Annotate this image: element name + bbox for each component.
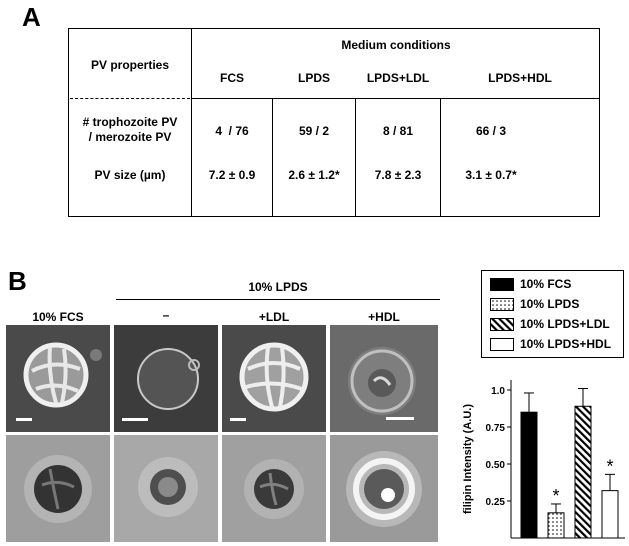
row2-label: PV size (µm) [94, 168, 166, 182]
row1-value-fcs: 4 / 76 [215, 124, 249, 138]
medium-conditions-header: Medium conditions [341, 38, 451, 52]
brightfield-image-lpds [114, 435, 218, 542]
y-axis-label: filipin Intensity (A.U.) [462, 404, 474, 514]
row2-value-lpds-hdl: 3.1 ± 0.7* [465, 168, 517, 182]
significance-marker: * [606, 456, 613, 476]
y-tick-label: 0.25 [486, 497, 506, 508]
fluorescence-image-lpds [114, 325, 218, 432]
row1-value-lpds-ldl: 8 / 81 [382, 124, 414, 138]
significance-marker: * [552, 486, 559, 506]
row-header: PV properties [90, 58, 170, 72]
brightfield-image-hdl [330, 435, 438, 542]
bar-4 [601, 490, 619, 539]
swatch-solid [490, 278, 514, 291]
panel-b-letter: B [8, 266, 27, 296]
fluorescence-image-hdl [330, 325, 438, 432]
filipin-bar-chart: filipin Intensity (A.U.) 0.25 0.50 0.75 1.0 *… [462, 380, 625, 539]
micro-col-label-ldl: +LDL [258, 310, 290, 324]
row1-label-line2: / merozoite PV [88, 130, 172, 144]
swatch-dots [490, 298, 514, 311]
row2-value-lpds-ldl: 7.8 ± 2.3 [374, 168, 422, 182]
brightfield-image-ldl [222, 435, 326, 542]
lpds-group-line [116, 299, 440, 300]
y-tick-label: 1.0 [491, 386, 505, 397]
row2-value-lpds: 2.6 ± 1.2* [288, 168, 340, 182]
col-header-fcs: FCS [220, 71, 244, 85]
row1-value-lpds: 59 / 2 [298, 124, 330, 138]
chart-legend: 10% FCS 10% LPDS 10% LPDS+LDL 10% LPDS+H… [481, 270, 624, 358]
lpds-group-label: 10% LPDS [248, 280, 308, 294]
micro-col-label-lpds: – [162, 308, 170, 322]
micro-col-label-fcs: 10% FCS [32, 310, 84, 324]
col-header-lpds: LPDS [297, 71, 330, 85]
fluorescence-image-ldl [222, 325, 326, 432]
swatch-hatch [490, 318, 514, 331]
bar-3 [574, 405, 592, 539]
brightfield-image-fcs [6, 435, 110, 542]
fluorescence-image-fcs [6, 325, 110, 432]
panel-a-letter: A [22, 2, 41, 32]
row2-value-fcs: 7.2 ± 0.9 [208, 168, 256, 182]
col-header-lpds-hdl: LPDS+HDL [488, 71, 552, 85]
y-tick-label: 0.75 [486, 423, 506, 434]
row1-label-line1: # trophozoite PV [82, 115, 178, 129]
swatch-white [490, 338, 514, 351]
bar-1 [520, 411, 538, 539]
y-tick-label: 0.50 [486, 460, 506, 471]
bar-2 [547, 512, 565, 539]
col-header-lpds-ldl: LPDS+LDL [366, 71, 430, 85]
micro-col-label-hdl: +HDL [368, 310, 400, 324]
row1-value-lpds-hdl: 66 / 3 [475, 124, 507, 138]
